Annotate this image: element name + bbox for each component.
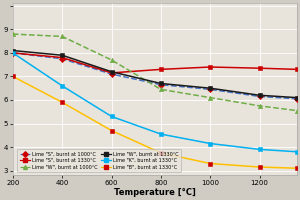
X-axis label: Temperature [°C]: Temperature [°C] [114, 188, 196, 197]
Legend: Lime "S", burnt at 1000°C, Lime "S", burnt at 1330°C, Lime "W", burnt at 1000°C,: Lime "S", burnt at 1000°C, Lime "S", bur… [17, 149, 181, 172]
